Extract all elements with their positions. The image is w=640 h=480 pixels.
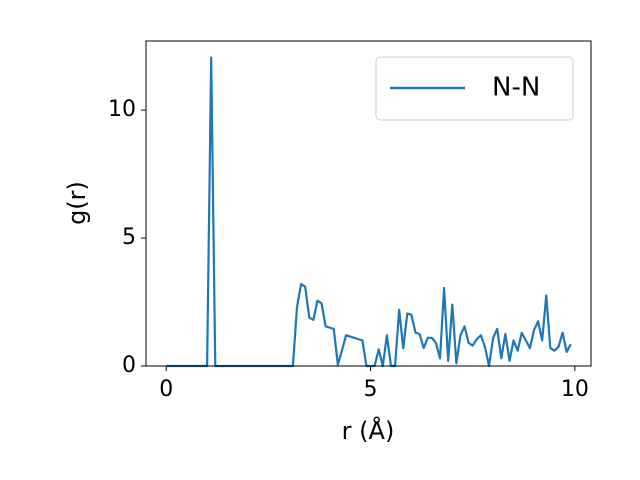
y-tick-label: 10	[108, 97, 136, 122]
y-tick-label: 0	[122, 353, 136, 378]
x-tick-label: 5	[364, 377, 378, 402]
plot-frame	[145, 40, 592, 367]
x-tick-label: 10	[561, 377, 589, 402]
y-axis-label: g(r)	[63, 181, 91, 225]
x-axis-label: r (Å)	[342, 416, 395, 445]
legend-box	[375, 56, 574, 121]
legend-label: N-N	[492, 73, 540, 103]
y-tick-label: 5	[122, 225, 136, 250]
x-tick-label: 0	[159, 377, 173, 402]
